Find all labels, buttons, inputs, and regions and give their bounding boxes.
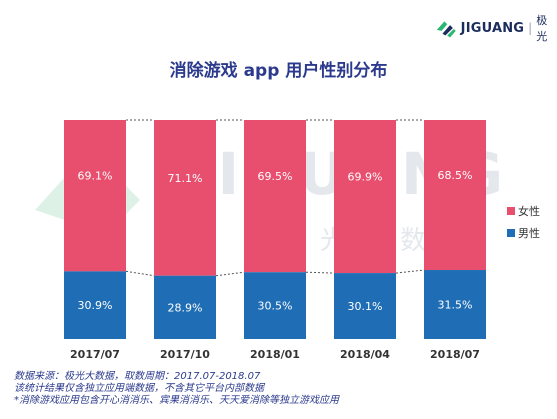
brand-logo: JIGUANG | 极光 <box>434 12 557 44</box>
data-label-male: 30.5% <box>258 300 293 313</box>
stacked-bar-chart: 69.1% 30.9% 71.1% 28.9% 69.5% 30.5% 69.9% 30.1%… <box>64 119 540 361</box>
footnote-source: 数据来源：极光大数据，取数周期：2017.07-2018.07 <box>14 371 261 382</box>
bars-group: 69.1% 30.9% 71.1% 28.9% 69.5% 30.5% 69.9% 30.1%… <box>64 120 486 339</box>
bar-female-2018/01 <box>244 120 306 273</box>
data-label-female: 69.1% <box>78 170 113 183</box>
bar-male-2018/01 <box>244 272 306 339</box>
x-axis-labels: 2017/07 2017/10 2018/01 2018/04 2018/07 <box>70 348 480 361</box>
footnote-scope: 该统计结果仅含独立应用端数据，不含其它平台内部数据 <box>14 383 264 394</box>
x-tick-label: 2018/04 <box>340 348 390 361</box>
jiguang-logo-icon <box>436 21 456 38</box>
connector-split <box>125 270 155 277</box>
legend-label: 女性 <box>518 204 540 218</box>
data-label-female: 71.1% <box>168 172 203 185</box>
bar-female-2017/07 <box>64 120 126 272</box>
legend-swatch <box>507 207 515 215</box>
connector-split <box>305 271 335 274</box>
connector-split <box>215 271 245 277</box>
footnotes: 数据来源：极光大数据，取数周期：2017.07-2018.07 该统计结果仅含独… <box>14 371 339 407</box>
bar-female-2018/07 <box>424 120 486 271</box>
data-label-male: 31.5% <box>438 299 473 312</box>
data-label-female: 69.9% <box>348 171 383 184</box>
bar-female-2017/10 <box>154 120 216 276</box>
footnote-definition: *消除游戏应用包含开心消消乐、宾果消消乐、天天爱消除等独立游戏应用 <box>14 395 339 406</box>
bar-male-2018/04 <box>334 273 396 339</box>
bar-connector-lines <box>125 119 425 277</box>
data-label-female: 69.5% <box>258 170 293 183</box>
bar-male-2018/07 <box>424 270 486 339</box>
data-label-male: 30.9% <box>78 299 113 312</box>
legend-label: 男性 <box>518 226 540 240</box>
connector-split <box>395 269 425 274</box>
data-label-male: 28.9% <box>168 301 203 314</box>
data-label-male: 30.1% <box>348 300 383 313</box>
x-tick-label: 2017/07 <box>70 348 120 361</box>
brand-separator: | <box>528 21 533 35</box>
chart-title: 消除游戏 app 用户性别分布 <box>169 61 388 81</box>
brand-cn-name: 极光 <box>536 14 548 43</box>
x-tick-label: 2017/10 <box>160 348 210 361</box>
legend-swatch <box>507 229 515 237</box>
x-tick-label: 2018/07 <box>430 348 480 361</box>
x-tick-label: 2018/01 <box>250 348 300 361</box>
data-label-female: 68.5% <box>438 169 473 182</box>
bar-male-2017/10 <box>154 275 216 339</box>
brand-name: JIGUANG <box>460 20 525 36</box>
bar-female-2018/04 <box>334 120 396 274</box>
bar-male-2017/07 <box>64 271 126 339</box>
